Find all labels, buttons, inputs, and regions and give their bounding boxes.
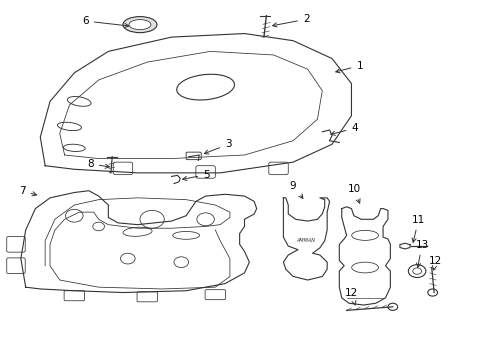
FancyBboxPatch shape: [186, 152, 201, 159]
Text: 2: 2: [272, 14, 309, 27]
Ellipse shape: [57, 122, 81, 131]
Text: 6: 6: [82, 16, 128, 28]
Ellipse shape: [129, 19, 151, 30]
Text: 12: 12: [428, 256, 442, 270]
Text: 4: 4: [330, 123, 357, 135]
Ellipse shape: [122, 17, 157, 33]
Text: 11: 11: [411, 215, 425, 242]
FancyBboxPatch shape: [137, 292, 157, 302]
FancyBboxPatch shape: [268, 162, 287, 175]
Text: 13: 13: [414, 240, 427, 267]
FancyBboxPatch shape: [7, 258, 25, 274]
Text: 9: 9: [289, 181, 302, 198]
FancyBboxPatch shape: [7, 237, 25, 252]
FancyBboxPatch shape: [113, 162, 132, 175]
FancyBboxPatch shape: [64, 291, 84, 301]
FancyBboxPatch shape: [204, 290, 225, 300]
Ellipse shape: [67, 96, 91, 106]
Text: 10: 10: [346, 184, 360, 203]
Text: 1: 1: [335, 61, 362, 73]
Text: 12: 12: [344, 288, 357, 305]
Ellipse shape: [63, 144, 85, 152]
Text: 5: 5: [183, 170, 209, 180]
FancyBboxPatch shape: [196, 166, 215, 178]
Text: 7: 7: [19, 186, 37, 196]
Text: AMMAN: AMMAN: [295, 238, 314, 243]
Text: 3: 3: [204, 139, 231, 154]
Text: 8: 8: [87, 159, 109, 169]
